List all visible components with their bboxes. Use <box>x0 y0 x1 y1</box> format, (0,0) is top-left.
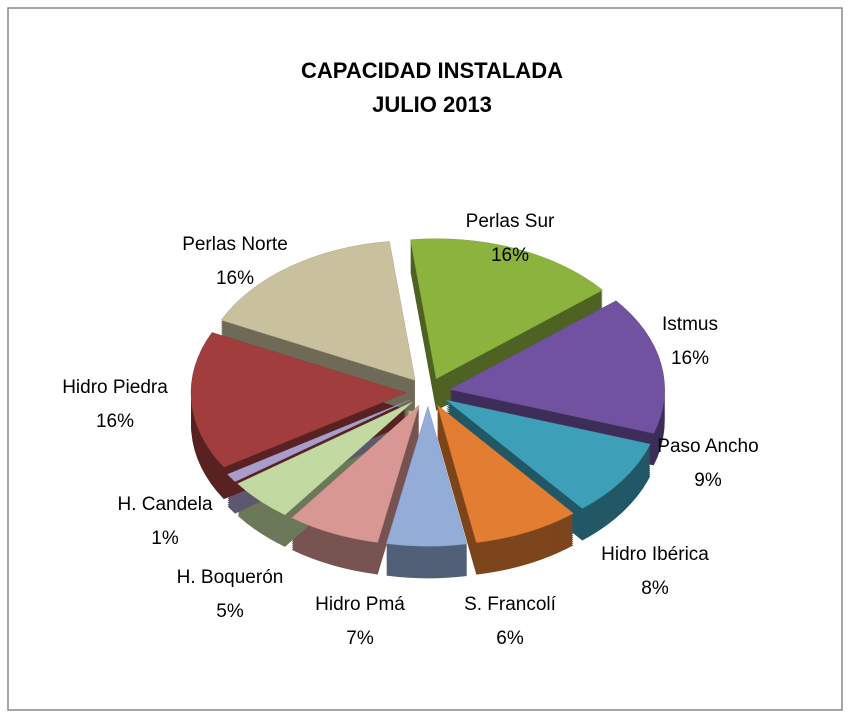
pie-slice <box>237 401 413 516</box>
slice-label: Paso Ancho <box>657 436 758 457</box>
value-label: 5% <box>216 601 244 622</box>
value-label: 16% <box>216 268 254 289</box>
value-label: 6% <box>496 628 524 649</box>
chart-subtitle: JULIO 2013 <box>372 92 492 117</box>
pie-slice <box>227 399 410 482</box>
slice-label: Perlas Norte <box>182 234 288 255</box>
chart-frame <box>7 7 843 711</box>
slice-label: S. Francolí <box>464 594 557 615</box>
slice-label: Perlas Sur <box>466 211 555 232</box>
chart-title: CAPACIDAD INSTALADA <box>301 58 563 83</box>
pie-slice <box>190 332 407 468</box>
value-label: 1% <box>151 528 179 549</box>
slice-label: H. Candela <box>117 494 212 515</box>
pie-slice <box>220 241 416 381</box>
pie-slice <box>386 405 468 547</box>
value-label: 16% <box>96 411 134 432</box>
pie-slice <box>291 404 420 543</box>
value-label: 16% <box>671 348 709 369</box>
pie-slice <box>436 404 574 543</box>
slice-label: H. Boquerón <box>177 567 284 588</box>
slice-label: Hidro Ibérica <box>601 544 709 565</box>
value-label: 7% <box>346 628 374 649</box>
slice-label: Hidro Pmá <box>315 594 405 615</box>
value-label: 9% <box>694 470 722 491</box>
slice-label: Hidro Piedra <box>62 377 168 398</box>
pie-slice <box>448 300 665 434</box>
pie-slice <box>445 399 651 509</box>
value-label: 8% <box>641 578 669 599</box>
pie-slice <box>410 238 604 380</box>
slice-label: Istmus <box>662 314 718 335</box>
value-label: 16% <box>491 245 529 266</box>
